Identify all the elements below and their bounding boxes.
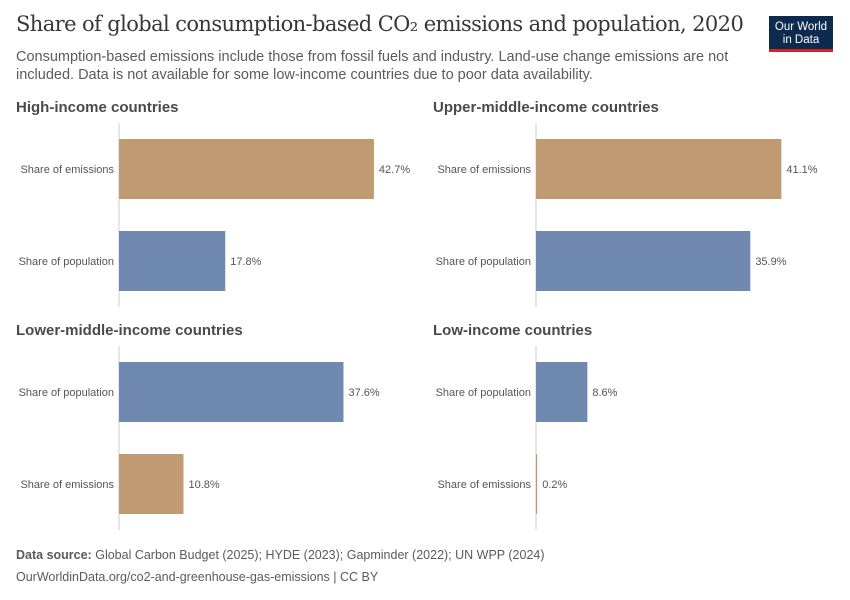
category-label: Share of emissions bbox=[20, 164, 114, 176]
data-source-text: Global Carbon Budget (2025); HYDE (2023)… bbox=[95, 548, 545, 562]
value-label: 17.8% bbox=[230, 256, 261, 268]
panel-title: High-income countries bbox=[16, 99, 179, 116]
value-label: 10.8% bbox=[188, 479, 219, 491]
chart-subtitle: Consumption-based emissions include thos… bbox=[16, 49, 729, 83]
bar bbox=[536, 231, 751, 291]
bar bbox=[536, 454, 538, 514]
bar bbox=[119, 139, 374, 199]
data-source-label: Data source: bbox=[16, 548, 92, 562]
value-label: 8.6% bbox=[592, 387, 617, 399]
value-label: 0.2% bbox=[542, 479, 567, 491]
logo-text: Our World in Data bbox=[774, 21, 828, 46]
category-label: Share of emissions bbox=[437, 479, 531, 491]
bar bbox=[119, 362, 344, 422]
category-label: Share of population bbox=[19, 256, 114, 268]
owid-logo[interactable]: Our World in Data bbox=[769, 16, 833, 52]
chart-title: Share of global consumption-based CO₂ em… bbox=[16, 12, 744, 36]
panel-title: Low-income countries bbox=[433, 322, 592, 339]
value-label: 42.7% bbox=[379, 164, 410, 176]
data-source: Data source: Global Carbon Budget (2025)… bbox=[16, 548, 545, 562]
category-label: Share of population bbox=[436, 387, 531, 399]
category-label: Share of population bbox=[19, 387, 114, 399]
category-label: Share of emissions bbox=[20, 479, 114, 491]
bar bbox=[536, 362, 588, 422]
bar bbox=[119, 231, 226, 291]
bar bbox=[119, 454, 184, 514]
value-label: 37.6% bbox=[348, 387, 379, 399]
panel-title: Lower-middle-income countries bbox=[16, 322, 243, 339]
panel-title: Upper-middle-income countries bbox=[433, 99, 659, 116]
category-label: Share of population bbox=[436, 256, 531, 268]
category-label: Share of emissions bbox=[437, 164, 531, 176]
source-url[interactable]: OurWorldinData.org/co2-and-greenhouse-ga… bbox=[16, 570, 379, 584]
value-label: 35.9% bbox=[755, 256, 786, 268]
bar bbox=[536, 139, 782, 199]
value-label: 41.1% bbox=[786, 164, 817, 176]
